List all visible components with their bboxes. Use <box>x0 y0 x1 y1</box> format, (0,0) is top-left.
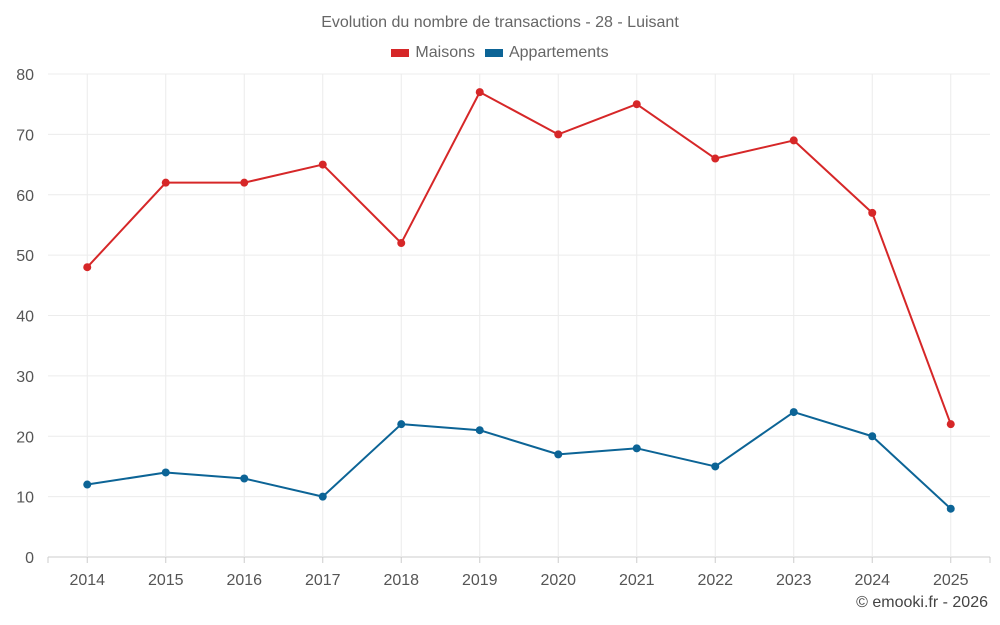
legend-item-appartements[interactable]: Appartements <box>484 44 609 62</box>
y-tick-label: 80 <box>16 67 34 84</box>
x-tick-label: 2019 <box>462 572 498 589</box>
x-tick-label: 2014 <box>69 572 105 589</box>
data-point-appartements-2020[interactable] <box>554 450 563 459</box>
x-tick-label: 2025 <box>933 572 969 589</box>
data-point-maisons-2025[interactable] <box>946 420 955 429</box>
series-line-appartements <box>87 411 952 510</box>
x-tick-label: 2021 <box>619 572 655 589</box>
y-tick-label: 20 <box>16 429 34 446</box>
series-line-maisons <box>86 91 952 425</box>
data-point-appartements-2015[interactable] <box>161 468 170 477</box>
x-tick-label: 2016 <box>226 572 262 589</box>
data-point-appartements-2019[interactable] <box>475 426 484 435</box>
credit-text: © emooki.fr - 2026 <box>856 594 988 611</box>
data-point-appartements-2025[interactable] <box>946 504 955 513</box>
data-point-maisons-2020[interactable] <box>554 130 563 139</box>
data-point-appartements-2014[interactable] <box>83 480 92 489</box>
legend-label-appartements: Appartements <box>508 44 609 61</box>
data-point-maisons-2016[interactable] <box>240 178 249 187</box>
data-point-maisons-2014[interactable] <box>83 263 92 272</box>
data-point-appartements-2017[interactable] <box>318 492 327 501</box>
y-tick-label: 60 <box>16 188 34 205</box>
x-tick-label: 2022 <box>697 572 733 589</box>
data-point-appartements-2016[interactable] <box>240 474 249 483</box>
data-point-maisons-2017[interactable] <box>318 160 327 169</box>
data-point-appartements-2023[interactable] <box>789 408 798 417</box>
x-tick-label: 2020 <box>540 572 576 589</box>
x-tick-label: 2024 <box>854 572 890 589</box>
x-tick-label: 2018 <box>383 572 419 589</box>
y-tick-label: 30 <box>16 369 34 386</box>
data-point-appartements-2022[interactable] <box>711 462 720 471</box>
axes: 0 10 20 30 40 50 60 70 80 2014 2015 2016 2017 2018 201… <box>16 67 991 589</box>
data-point-maisons-2023[interactable] <box>789 136 798 145</box>
chart-title: Evolution du nombre de transactions - 28… <box>321 14 679 31</box>
data-point-appartements-2018[interactable] <box>397 420 406 429</box>
data-point-maisons-2021[interactable] <box>632 100 641 109</box>
data-point-maisons-2022[interactable] <box>711 154 720 163</box>
y-tick-label: 70 <box>16 127 34 144</box>
x-tick-label: 2017 <box>305 572 341 589</box>
data-point-maisons-2019[interactable] <box>475 88 484 97</box>
data-point-appartements-2024[interactable] <box>868 432 877 441</box>
y-tick-label: 40 <box>16 309 34 326</box>
legend-item-maisons[interactable]: Maisons <box>391 44 475 62</box>
data-point-appartements-2021[interactable] <box>632 444 641 453</box>
series-layer <box>83 88 955 513</box>
x-tick-label: 2015 <box>148 572 184 589</box>
legend-swatch-appartements <box>484 49 503 57</box>
legend: Maisons Appartements <box>0 44 1000 62</box>
grid <box>48 73 990 558</box>
y-tick-label: 10 <box>16 490 34 507</box>
data-point-maisons-2024[interactable] <box>868 208 877 217</box>
legend-swatch-maisons <box>391 49 410 57</box>
data-point-maisons-2015[interactable] <box>161 178 170 187</box>
data-point-maisons-2018[interactable] <box>397 239 406 248</box>
y-tick-label: 50 <box>16 248 34 265</box>
x-tick-label: 2023 <box>776 572 812 589</box>
legend-label-maisons: Maisons <box>415 44 475 61</box>
y-tick-label: 0 <box>25 550 34 567</box>
